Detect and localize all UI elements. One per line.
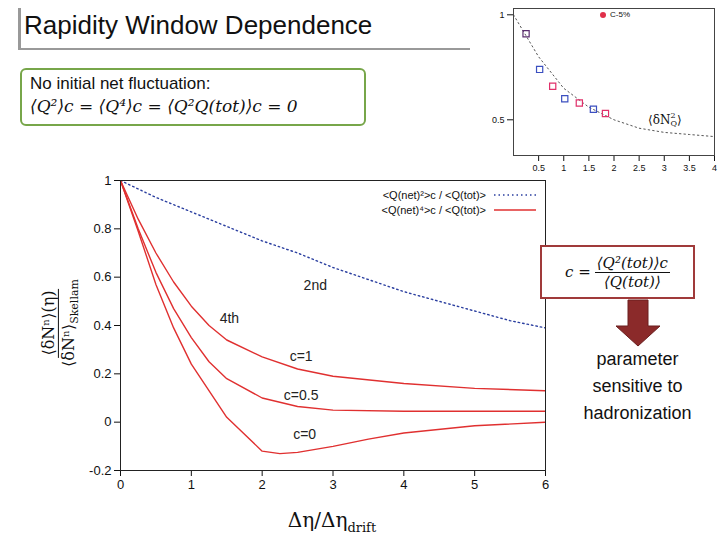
svg-text:0: 0 [104, 414, 111, 429]
svg-text:3: 3 [662, 163, 667, 173]
html-text:<Q(net)²>c / <Q(tot)>: <Q(net)²>c / <Q(tot)> [382, 188, 486, 201]
svg-text:0.6: 0.6 [93, 269, 111, 284]
svg-text:c=1: c=1 [290, 348, 313, 364]
html-text:⟨δN2: ⟨δN2 [648, 111, 676, 127]
svg-text:1: 1 [104, 173, 111, 188]
html-text:⟨δNⁿ⟩(η): ⟨δNⁿ⟩(η) [38, 290, 58, 356]
html-text:Rapidity Window Dependence: Rapidity Window Dependence [24, 10, 373, 40]
html-text:Q⟩: Q⟩ [670, 112, 682, 128]
svg-text:3: 3 [329, 477, 336, 492]
svg-text:0.8: 0.8 [93, 221, 111, 236]
svg-text:6: 6 [542, 477, 549, 492]
html-text:Δη/Δηdrift: Δη/Δηdrift [287, 508, 377, 535]
svg-text:0.2: 0.2 [93, 366, 111, 381]
svg-text:0: 0 [117, 477, 124, 492]
html-text:⟨Q²⟩c = ⟨Q⁴⟩c = ⟨Q²Q(tot)⟩c =: ⟨Q²⟩c = ⟨Q⁴⟩c = ⟨Q²Q(tot)⟩c = 0 [30, 96, 298, 116]
svg-text:2: 2 [259, 477, 266, 492]
svg-text:-0.2: -0.2 [89, 463, 111, 478]
svg-text:3.5: 3.5 [683, 163, 696, 173]
html-text:⟨δNⁿ⟩: ⟨δNⁿ⟩ [58, 323, 78, 367]
svg-text:5: 5 [471, 477, 478, 492]
svg-text:0.5: 0.5 [532, 163, 545, 173]
svg-text:2.5: 2.5 [633, 163, 646, 173]
html-text:c = ⟨Q²(tot)⟩c: c = ⟨Q²(tot)⟩c [565, 253, 668, 281]
svg-text:1: 1 [561, 163, 566, 173]
html-text:⟨Q(tot)⟩: ⟨Q(tot)⟩ [604, 272, 661, 291]
svg-text:4th: 4th [220, 310, 239, 326]
svg-text:4: 4 [400, 477, 407, 492]
svg-text:1: 1 [499, 10, 504, 20]
svg-text:c=0: c=0 [293, 426, 316, 442]
html-text:C-5%: C-5% [610, 10, 630, 19]
svg-text:2: 2 [611, 163, 616, 173]
svg-text:0.5: 0.5 [492, 115, 505, 125]
html-text:Skellam: Skellam [68, 279, 82, 324]
svg-text:1: 1 [188, 477, 195, 492]
svg-text:0.4: 0.4 [93, 318, 111, 333]
svg-text:4: 4 [712, 163, 717, 173]
html-text:No initial net fluctuation:: No initial net fluctuation: [30, 74, 211, 93]
html-text:parameter sensitive to hadroni: parameter sensitive to hadronization [583, 349, 692, 423]
svg-text:c=0.5: c=0.5 [284, 387, 319, 403]
svg-text:2nd: 2nd [304, 277, 327, 293]
svg-text:1.5: 1.5 [583, 163, 596, 173]
html-text:<Q(net)⁴>c / <Q(tot)>: <Q(net)⁴>c / <Q(tot)> [381, 203, 486, 216]
